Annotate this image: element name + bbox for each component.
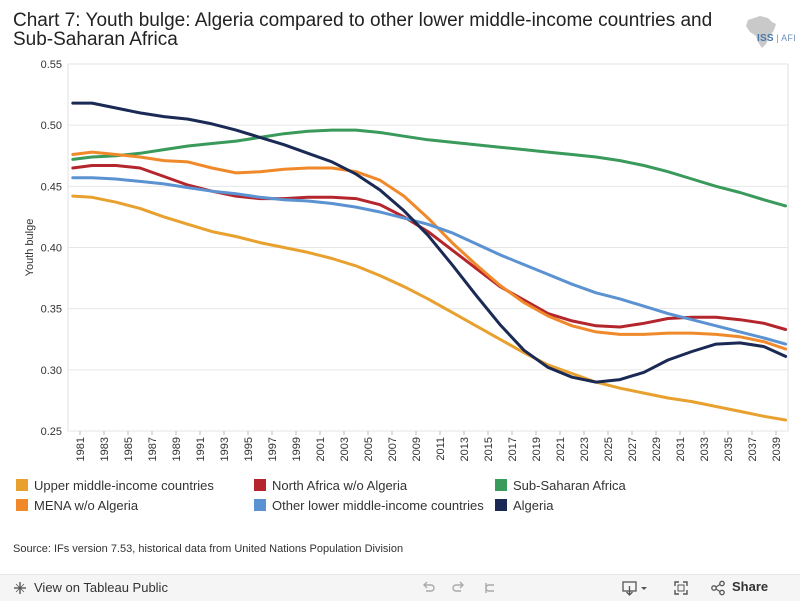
y-tick-label: 0.30 bbox=[41, 365, 62, 377]
x-tick-label: 2033 bbox=[699, 437, 711, 461]
x-tick-label: 2017 bbox=[507, 437, 519, 461]
undo-icon[interactable] bbox=[420, 580, 436, 596]
series-line-upper-middle-income-countries bbox=[71, 194, 788, 422]
x-tick-label: 1985 bbox=[123, 437, 135, 461]
x-tick-label: 2015 bbox=[483, 437, 495, 461]
x-tick-label: 1981 bbox=[75, 437, 87, 461]
line-chart: 0.25 0.30 0.35 0.40 0.45 0.50 0.55 1981 1983 1985… bbox=[24, 59, 789, 461]
logo-text: ISS | AFI bbox=[757, 33, 796, 44]
y-tick-label: 0.35 bbox=[41, 304, 62, 316]
x-tick-label: 1993 bbox=[219, 437, 231, 461]
africa-map-icon bbox=[746, 16, 776, 48]
y-tick-label: 0.50 bbox=[41, 120, 62, 132]
x-tick-label: 2007 bbox=[387, 437, 399, 461]
x-tick-label: 2029 bbox=[651, 437, 663, 461]
series-line-mena-w-o-algeria bbox=[71, 150, 788, 351]
tableau-footer: View on Tableau Public Share bbox=[0, 574, 800, 601]
x-tick-label: 2027 bbox=[627, 437, 639, 461]
y-tick-label: 0.25 bbox=[41, 426, 62, 438]
x-tick-label: 2039 bbox=[771, 437, 783, 461]
x-tick-label: 1995 bbox=[243, 437, 255, 461]
view-on-tableau-link[interactable]: View on Tableau Public bbox=[34, 580, 168, 595]
x-tick-label: 2031 bbox=[675, 437, 687, 461]
share-icon[interactable] bbox=[710, 580, 726, 596]
x-tick-label: 2011 bbox=[435, 437, 447, 461]
x-tick-label: 1989 bbox=[171, 437, 183, 461]
legend-item-algeria[interactable]: Algeria bbox=[495, 498, 553, 513]
legend-item-mena[interactable]: MENA w/o Algeria bbox=[16, 498, 138, 513]
x-tick-label: 2019 bbox=[531, 437, 543, 461]
fullscreen-icon[interactable] bbox=[673, 580, 689, 596]
x-tick-label: 2005 bbox=[363, 437, 375, 461]
x-tick-label: 1991 bbox=[195, 437, 207, 461]
tableau-logo-icon bbox=[14, 582, 26, 594]
x-tick-label: 2001 bbox=[315, 437, 327, 461]
x-tick-label: 1987 bbox=[147, 437, 159, 461]
y-axis-label: Youth bulge bbox=[24, 219, 36, 277]
x-tick-label: 2035 bbox=[723, 437, 735, 461]
x-tick-label: 2013 bbox=[459, 437, 471, 461]
x-tick-label: 1999 bbox=[291, 437, 303, 461]
series-line-north-africa-w-o-algeria bbox=[71, 164, 788, 331]
download-icon[interactable] bbox=[622, 580, 650, 596]
x-tick-label: 2025 bbox=[603, 437, 615, 461]
series-line-sub-saharan-africa bbox=[71, 128, 788, 208]
x-tick-label: 2009 bbox=[411, 437, 423, 461]
series-line-algeria bbox=[71, 101, 788, 384]
x-tick-label: 1997 bbox=[267, 437, 279, 461]
x-tick-label: 2023 bbox=[579, 437, 591, 461]
revert-icon[interactable] bbox=[482, 580, 498, 596]
x-tick-label: 2021 bbox=[555, 437, 567, 461]
redo-icon[interactable] bbox=[451, 580, 467, 596]
x-tick-label: 2003 bbox=[339, 437, 351, 461]
legend: Upper middle-income countries North Afri… bbox=[16, 478, 796, 518]
x-tick-label: 1983 bbox=[99, 437, 111, 461]
x-tick-label: 2037 bbox=[747, 437, 759, 461]
share-button[interactable]: Share bbox=[732, 579, 769, 594]
legend-item-upper[interactable]: Upper middle-income countries bbox=[16, 478, 214, 493]
legend-item-ssa[interactable]: Sub-Saharan Africa bbox=[495, 478, 626, 493]
legend-item-lower-middle[interactable]: Other lower middle-income countries bbox=[254, 498, 486, 513]
y-tick-label: 0.45 bbox=[41, 181, 62, 193]
source-note: Source: IFs version 7.53, historical dat… bbox=[13, 543, 404, 555]
chart-title: Chart 7: Youth bulge: Algeria compared t… bbox=[13, 10, 713, 50]
series-line-other-lower-middle-income-countries bbox=[71, 176, 788, 346]
legend-item-north-africa[interactable]: North Africa w/o Algeria bbox=[254, 478, 407, 493]
y-tick-label: 0.55 bbox=[41, 59, 62, 71]
y-tick-label: 0.40 bbox=[41, 243, 62, 255]
